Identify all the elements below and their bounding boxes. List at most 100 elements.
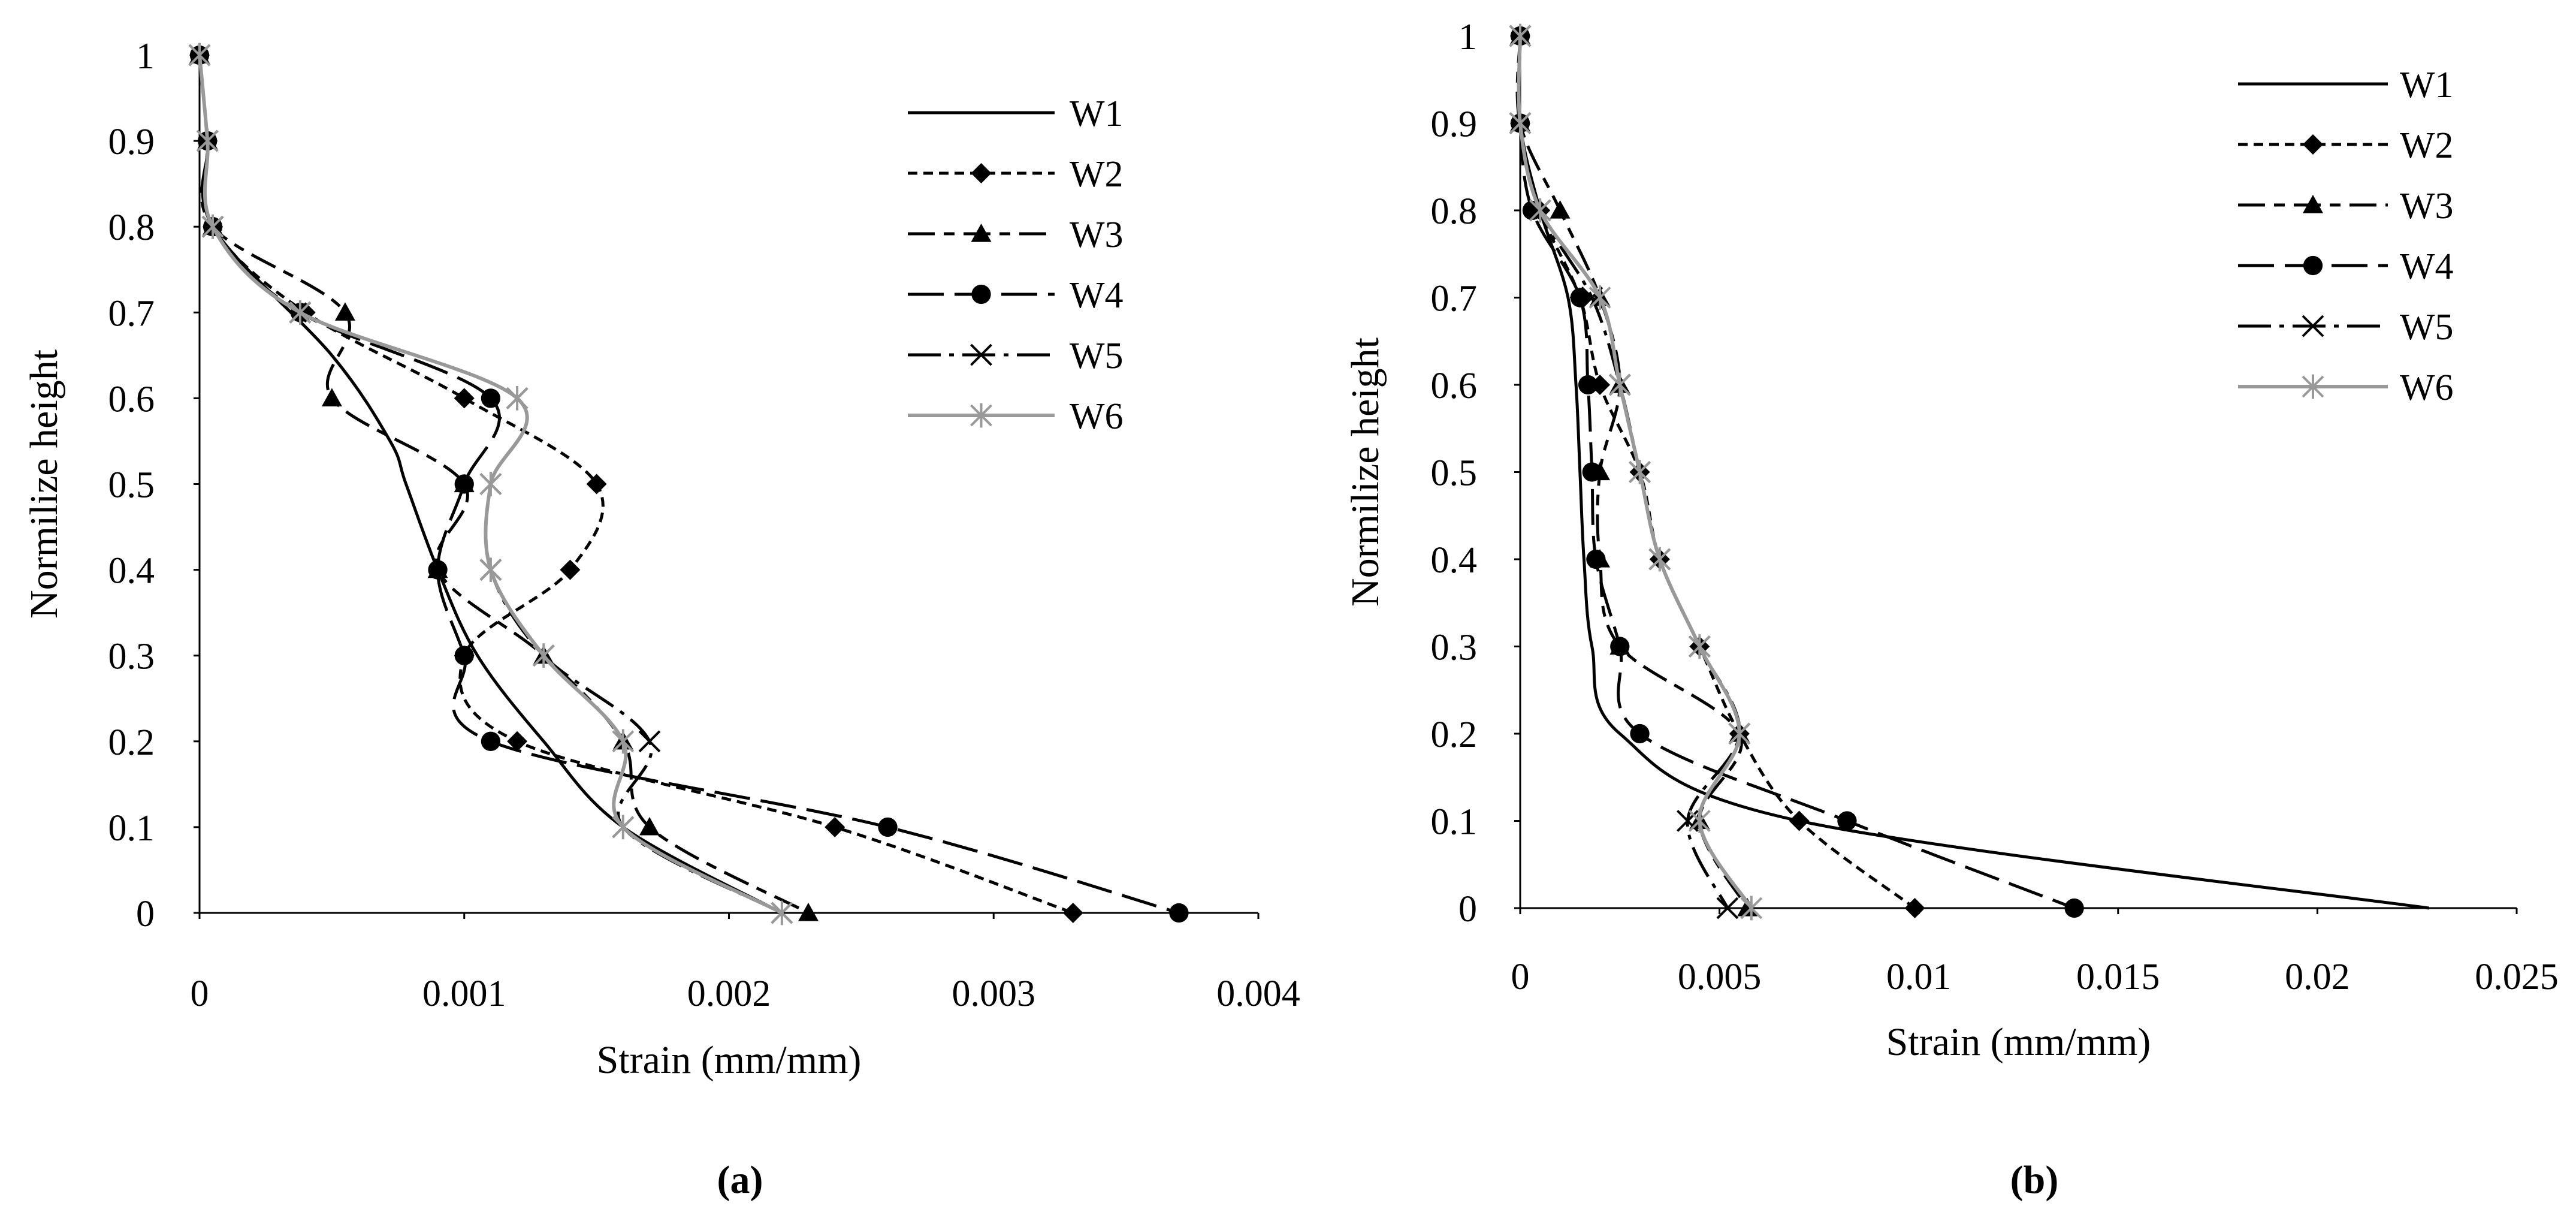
data-point xyxy=(825,816,845,837)
y-tick-label: 0 xyxy=(1458,889,1477,930)
series-line xyxy=(198,55,1074,915)
x-axis-label: Strain (mm/mm) xyxy=(1886,1020,2151,1064)
y-tick-label: 0.2 xyxy=(1431,715,1478,755)
data-point xyxy=(321,388,342,406)
x-tick-label: 0.002 xyxy=(687,973,771,1014)
legend-marker xyxy=(970,403,992,428)
data-point xyxy=(1509,111,1532,135)
legend-label: W4 xyxy=(2400,246,2454,287)
data-point xyxy=(612,815,635,840)
legend-item-w3: W3 xyxy=(2238,186,2454,227)
data-point xyxy=(1837,811,1857,831)
y-tick-label: 0.8 xyxy=(108,207,155,248)
data-point xyxy=(1610,637,1630,656)
legend-label: W3 xyxy=(1070,215,1124,255)
legend-item-w5: W5 xyxy=(908,336,1124,376)
y-tick-label: 0.1 xyxy=(1431,802,1478,843)
data-point xyxy=(1608,372,1631,397)
y-tick-label: 0.4 xyxy=(1431,540,1478,581)
data-point xyxy=(798,903,819,921)
legend-label: W1 xyxy=(2400,65,2454,105)
data-point xyxy=(289,300,312,325)
legend-label: W5 xyxy=(2400,307,2454,348)
series-line xyxy=(198,55,1180,915)
data-point xyxy=(1062,903,1083,923)
legend-marker xyxy=(2302,374,2324,399)
y-tick-label: 1 xyxy=(136,36,155,77)
legend-item-w6: W6 xyxy=(908,396,1124,437)
data-point xyxy=(188,43,211,68)
legend-marker xyxy=(2302,315,2324,337)
legend-item-w4: W4 xyxy=(908,275,1124,316)
y-tick-label: 0.5 xyxy=(108,465,155,506)
data-point xyxy=(878,817,898,837)
data-point xyxy=(454,474,474,494)
panel-label: (a) xyxy=(717,1158,763,1202)
data-point xyxy=(1529,198,1551,223)
data-point xyxy=(454,646,474,665)
x-tick-label: 0.015 xyxy=(2076,957,2160,997)
data-point xyxy=(1904,898,1925,918)
y-tick-label: 0.7 xyxy=(108,293,155,334)
data-point xyxy=(560,559,581,580)
data-point xyxy=(1630,723,1650,744)
legend-label: W4 xyxy=(1070,275,1124,316)
series-w3 xyxy=(189,45,819,921)
legend-marker xyxy=(971,163,992,183)
data-point xyxy=(638,730,661,753)
y-axis-label: Normilize height xyxy=(1343,337,1387,607)
x-tick-label: 0 xyxy=(1511,957,1530,997)
legend-item-w1: W1 xyxy=(908,94,1124,134)
x-tick-label: 0 xyxy=(191,973,209,1014)
data-point xyxy=(1629,460,1651,484)
x-tick-label: 0.02 xyxy=(2285,957,2350,997)
y-tick-label: 0.3 xyxy=(108,637,155,677)
data-point xyxy=(481,731,501,751)
panel-a: 0 0.001 0.002 0.003 0.004 0 0.1 0.2 0.3 0.4 0.5 0.6… xyxy=(22,36,1300,1202)
data-point xyxy=(1586,549,1606,569)
data-point xyxy=(196,128,219,153)
y-tick-label: 0.6 xyxy=(108,379,155,420)
data-point xyxy=(428,560,448,580)
data-point xyxy=(334,302,355,321)
legend-item-w4: W4 xyxy=(2238,246,2454,287)
data-point xyxy=(479,472,502,496)
x-tick-label: 0.004 xyxy=(1216,973,1300,1014)
data-point xyxy=(1648,547,1671,572)
x-axis-label: Strain (mm/mm) xyxy=(597,1038,862,1082)
legend-marker xyxy=(2303,134,2323,155)
data-point xyxy=(612,729,635,754)
y-tick-label: 0.6 xyxy=(1431,366,1478,406)
legend-item-w1: W1 xyxy=(2238,65,2454,105)
data-point xyxy=(1509,23,1532,49)
data-point xyxy=(1589,285,1611,310)
y-tick-label: 0.4 xyxy=(108,551,155,592)
y-tick-label: 1 xyxy=(1458,17,1477,58)
y-tick-label: 0 xyxy=(136,894,155,934)
data-point xyxy=(1550,200,1571,219)
data-point xyxy=(639,816,660,836)
legend-item-w2: W2 xyxy=(908,154,1124,195)
series-line xyxy=(198,55,810,915)
legend-marker xyxy=(971,284,991,305)
legend-label: W3 xyxy=(2400,186,2454,227)
legend-item-w6: W6 xyxy=(2238,367,2454,408)
legend-marker xyxy=(2303,195,2323,213)
data-point xyxy=(1169,903,1189,923)
data-point xyxy=(1688,809,1711,833)
data-point xyxy=(1688,634,1711,659)
series-w1 xyxy=(1517,35,2430,910)
data-point xyxy=(1570,288,1590,307)
y-tick-label: 0.5 xyxy=(1431,453,1478,494)
legend-item-w2: W2 xyxy=(2238,125,2454,166)
data-point xyxy=(481,388,501,408)
y-tick-label: 0.9 xyxy=(108,122,155,162)
legend-label: W6 xyxy=(2400,367,2454,408)
y-tick-label: 0.7 xyxy=(1431,279,1478,319)
series-line xyxy=(1517,35,2430,910)
legend-label: W2 xyxy=(2400,125,2454,166)
x-tick-label: 0.005 xyxy=(1678,957,1762,997)
data-point xyxy=(506,386,529,411)
series-w6 xyxy=(188,43,793,925)
